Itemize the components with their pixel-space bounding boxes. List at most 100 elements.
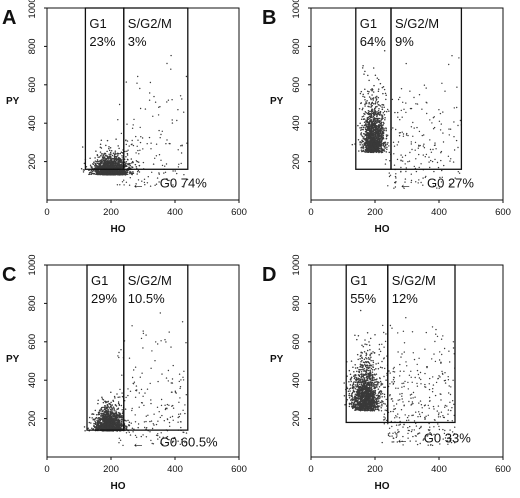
- scatter-point: [101, 166, 103, 169]
- scatter-point: [374, 101, 377, 103]
- scatter-point: [432, 148, 434, 151]
- g0-arrow-icon: ←: [132, 177, 145, 192]
- scatter-point: [370, 143, 373, 146]
- scatter-point: [153, 424, 155, 426]
- scatter-point: [142, 395, 144, 397]
- scatter-point: [158, 411, 160, 413]
- scatter-point: [113, 426, 115, 429]
- y-tick-label: 600: [291, 334, 302, 350]
- scatter-point: [165, 341, 167, 343]
- scatter-point: [105, 170, 107, 172]
- g1-label: G1: [360, 16, 377, 31]
- scatter-point: [144, 426, 146, 429]
- scatter-point: [418, 130, 421, 133]
- scatter-point: [143, 421, 146, 423]
- scatter-point: [166, 139, 168, 141]
- scatter-point: [400, 88, 403, 90]
- scatter-point: [171, 415, 174, 418]
- scatter-point: [110, 428, 113, 430]
- scatter-point: [447, 155, 450, 157]
- scatter-point: [92, 162, 94, 165]
- scatter-point: [121, 408, 123, 411]
- scatter-point: [157, 343, 159, 345]
- scatter-point: [395, 173, 397, 175]
- scatter-point: [369, 148, 371, 151]
- scatter-point: [382, 128, 384, 130]
- scatter-point: [429, 119, 431, 121]
- scatter-point: [373, 140, 375, 143]
- scatter-point: [373, 109, 376, 111]
- scatter-point: [404, 163, 406, 165]
- s-g2-m-label: S/G2/M: [128, 16, 172, 31]
- scatter-point: [140, 388, 143, 391]
- scatter-point: [384, 143, 387, 145]
- scatter-point: [366, 133, 368, 136]
- scatter-point: [370, 145, 373, 147]
- scatter-point: [374, 134, 377, 137]
- scatter-point: [103, 153, 105, 156]
- scatter-point: [372, 99, 375, 101]
- scatter-point: [100, 153, 103, 155]
- scatter-point: [440, 152, 442, 154]
- scatter-point: [164, 339, 166, 341]
- scatter-point: [106, 418, 109, 420]
- scatter-point: [353, 371, 355, 373]
- scatter-point: [370, 106, 372, 108]
- scatter-point: [137, 139, 139, 141]
- scatter-point: [382, 134, 385, 137]
- scatter-point: [105, 414, 107, 416]
- scatter-point: [161, 414, 163, 417]
- scatter-point: [150, 367, 152, 369]
- scatter-point: [385, 127, 387, 129]
- scatter-point: [380, 135, 383, 138]
- scatter-point: [362, 132, 365, 135]
- scatter-point: [108, 171, 111, 173]
- g1-percent: 29%: [91, 291, 117, 306]
- scatter-point: [458, 172, 461, 174]
- scatter-point: [98, 417, 101, 419]
- scatter-point: [112, 399, 114, 402]
- scatter-point: [425, 153, 428, 156]
- scatter-point: [122, 173, 124, 176]
- scatter-point: [103, 156, 106, 159]
- scatter-point: [153, 413, 155, 415]
- scatter-point: [102, 406, 104, 409]
- scatter-point: [441, 169, 443, 172]
- scatter-point: [174, 391, 177, 393]
- scatter-point: [372, 123, 375, 125]
- scatter-point: [386, 146, 388, 149]
- scatter-point: [95, 172, 98, 174]
- scatter-point: [102, 427, 105, 430]
- scatter-point: [125, 396, 127, 399]
- scatter-point: [381, 108, 384, 111]
- scatter-point: [151, 171, 153, 173]
- scatter-point: [142, 332, 145, 335]
- scatter-point: [159, 416, 161, 419]
- scatter-point: [384, 147, 387, 149]
- scatter-point: [131, 173, 133, 176]
- scatter-point: [148, 99, 151, 101]
- scatter-point: [121, 423, 123, 426]
- scatter-point: [372, 126, 375, 129]
- scatter-point: [418, 145, 420, 147]
- scatter-point: [362, 95, 364, 98]
- scatter-point: [128, 424, 131, 426]
- scatter-point: [121, 374, 123, 376]
- scatter-point: [117, 164, 119, 166]
- scatter-point: [410, 173, 412, 175]
- scatter-point: [155, 341, 157, 343]
- x-tick-label: 0: [308, 464, 313, 475]
- scatter-point: [106, 426, 109, 429]
- scatter-point: [407, 134, 409, 137]
- y-tick-label: 1000: [27, 254, 38, 275]
- y-axis-title: PY: [270, 96, 284, 107]
- x-tick-label: 400: [431, 207, 447, 218]
- scatter-point: [403, 108, 405, 111]
- scatter-point: [165, 143, 167, 145]
- scatter-point: [184, 404, 186, 406]
- x-axis-title: HO: [111, 481, 126, 492]
- scatter-point: [134, 366, 137, 368]
- scatter-point: [360, 102, 362, 105]
- scatter-point: [120, 404, 123, 407]
- scatter-point: [143, 178, 146, 180]
